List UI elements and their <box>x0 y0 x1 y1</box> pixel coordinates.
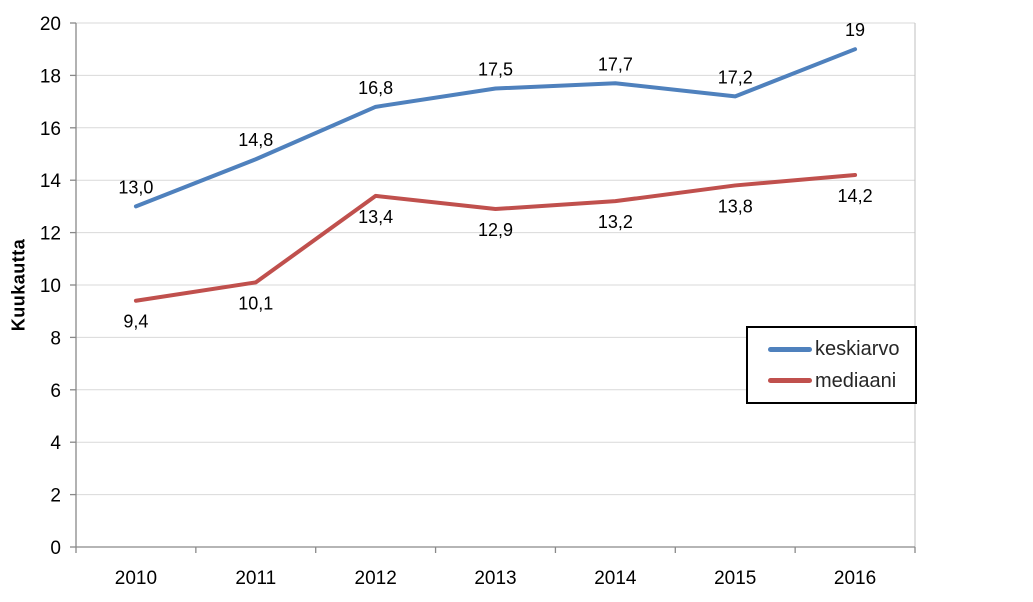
y-tick-label: 0 <box>50 538 61 559</box>
y-tick-label: 8 <box>50 328 61 349</box>
data-label-keskiarvo: 19 <box>845 20 865 40</box>
data-label-keskiarvo: 17,7 <box>598 54 633 74</box>
y-tick-label: 12 <box>40 224 61 245</box>
data-label-keskiarvo: 13,0 <box>118 177 153 197</box>
x-tick-label: 2016 <box>834 568 876 589</box>
y-tick-label: 4 <box>50 433 61 454</box>
data-label-keskiarvo: 16,8 <box>358 78 393 98</box>
data-label-mediaani: 9,4 <box>123 312 148 332</box>
legend-label-mediaani: mediaani <box>815 369 897 392</box>
y-tick-label: 20 <box>40 14 61 35</box>
legend-item-mediaani: mediaani <box>748 371 915 391</box>
x-tick-label: 2010 <box>115 568 157 589</box>
y-axis-title: Kuukautta <box>8 238 29 332</box>
series-line-mediaani <box>133 172 858 303</box>
y-tick-label: 2 <box>50 486 61 507</box>
data-label-keskiarvo: 17,2 <box>718 67 753 87</box>
data-label-mediaani: 13,2 <box>598 212 633 232</box>
data-label-mediaani: 12,9 <box>478 220 513 240</box>
data-label-mediaani: 10,1 <box>238 293 273 313</box>
legend-line-swatch-keskiarvo <box>768 346 812 352</box>
legend: keskiarvo mediaani <box>746 326 917 404</box>
data-label-keskiarvo: 14,8 <box>238 130 273 150</box>
legend-item-keskiarvo: keskiarvo <box>748 339 915 359</box>
legend-label-keskiarvo: keskiarvo <box>815 338 900 361</box>
x-tick-label: 2012 <box>355 568 397 589</box>
series-line-keskiarvo <box>133 47 858 209</box>
y-tick-label: 16 <box>40 119 61 140</box>
y-tick-label: 14 <box>40 171 62 192</box>
y-tick-label: 6 <box>50 381 61 402</box>
x-tick-label: 2011 <box>235 568 276 589</box>
x-tick-label: 2013 <box>474 568 516 589</box>
data-label-mediaani: 14,2 <box>838 186 873 206</box>
legend-line-swatch-mediaani <box>768 378 812 384</box>
data-label-mediaani: 13,4 <box>358 207 393 227</box>
x-tick-label: 2014 <box>594 568 637 589</box>
x-tick-label: 2015 <box>714 568 756 589</box>
y-tick-label: 10 <box>40 276 61 297</box>
y-tick-label: 18 <box>40 66 61 87</box>
data-label-keskiarvo: 17,5 <box>478 60 513 80</box>
data-label-mediaani: 13,8 <box>718 196 753 216</box>
